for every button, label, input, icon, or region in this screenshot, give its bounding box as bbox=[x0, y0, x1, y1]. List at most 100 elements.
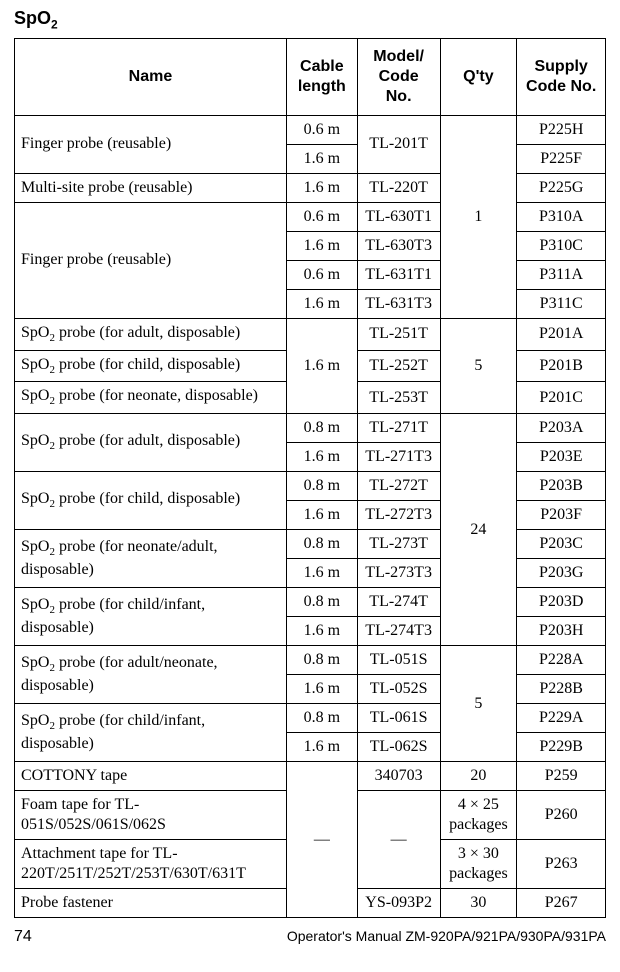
table-body: Finger probe (reusable) 0.6 m TL-201T 1 … bbox=[15, 115, 606, 918]
spo2-prefix: SpO bbox=[21, 654, 49, 671]
spo2-suffix: probe (for adult, disposable) bbox=[55, 432, 240, 449]
table-row: SpO2 probe (for child/infant, disposable… bbox=[15, 588, 606, 617]
cell-model: 340703 bbox=[357, 762, 440, 791]
cell-supply: P225G bbox=[517, 173, 606, 202]
cell-model: TL-051S bbox=[357, 646, 440, 675]
spec-table: Name Cable length Model/ Code No. Q'ty S… bbox=[14, 38, 606, 919]
cell-cable: 0.8 m bbox=[286, 530, 357, 559]
cell-model: TL-630T3 bbox=[357, 231, 440, 260]
cell-cable: 0.6 m bbox=[286, 202, 357, 231]
cell-name: Finger probe (reusable) bbox=[15, 202, 287, 318]
table-row: SpO2 probe (for child, disposable) 0.8 m… bbox=[15, 472, 606, 501]
cell-model: TL-251T bbox=[357, 318, 440, 350]
cell-name: Foam tape for TL-051S/052S/061S/062S bbox=[15, 791, 287, 840]
cell-supply: P203F bbox=[517, 501, 606, 530]
cell-qty: 5 bbox=[440, 646, 517, 762]
spo2-suffix: probe (for child, disposable) bbox=[55, 490, 240, 507]
cell-name: SpO2 probe (for adult, disposable) bbox=[15, 414, 287, 472]
cell-name: Attachment tape for TL-220T/251T/252T/25… bbox=[15, 840, 287, 889]
cell-qty: 1 bbox=[440, 115, 517, 318]
cell-supply: P203H bbox=[517, 617, 606, 646]
cell-model: TL-062S bbox=[357, 733, 440, 762]
cell-name: SpO2 probe (for child/infant, disposable… bbox=[15, 704, 287, 762]
cell-model: — bbox=[357, 791, 440, 889]
spo2-suffix: probe (for child, disposable) bbox=[55, 356, 240, 373]
cell-supply: P203G bbox=[517, 559, 606, 588]
cell-supply: P203C bbox=[517, 530, 606, 559]
cell-cable: 1.6 m bbox=[286, 443, 357, 472]
cell-qty: 30 bbox=[440, 889, 517, 918]
footer-text: Operator's Manual ZM-920PA/921PA/930PA/9… bbox=[287, 928, 606, 944]
table-row: SpO2 probe (for child/infant, disposable… bbox=[15, 704, 606, 733]
cell-cable: — bbox=[286, 762, 357, 918]
cell-supply: P259 bbox=[517, 762, 606, 791]
col-qty: Q'ty bbox=[440, 38, 517, 115]
cell-model: TL-274T bbox=[357, 588, 440, 617]
cell-model: TL-630T1 bbox=[357, 202, 440, 231]
cell-model: TL-253T bbox=[357, 382, 440, 414]
cell-supply: P201A bbox=[517, 318, 606, 350]
spo2-suffix: probe (for neonate, disposable) bbox=[55, 387, 258, 404]
cell-name: COTTONY tape bbox=[15, 762, 287, 791]
cell-supply: P311A bbox=[517, 260, 606, 289]
cell-qty: 24 bbox=[440, 414, 517, 646]
cell-cable: 1.6 m bbox=[286, 559, 357, 588]
table-row: Multi-site probe (reusable) 1.6 m TL-220… bbox=[15, 173, 606, 202]
cell-model: TL-272T bbox=[357, 472, 440, 501]
cell-model: TL-631T3 bbox=[357, 289, 440, 318]
table-row: SpO2 probe (for neonate/adult, disposabl… bbox=[15, 530, 606, 559]
cell-supply: P203B bbox=[517, 472, 606, 501]
cell-cable: 1.6 m bbox=[286, 173, 357, 202]
section-heading: SpO2 bbox=[14, 8, 606, 32]
spo2-prefix: SpO bbox=[21, 432, 49, 449]
cell-supply: P203E bbox=[517, 443, 606, 472]
table-head: Name Cable length Model/ Code No. Q'ty S… bbox=[15, 38, 606, 115]
cell-supply: P229B bbox=[517, 733, 606, 762]
cell-model: TL-220T bbox=[357, 173, 440, 202]
cell-supply: P225H bbox=[517, 115, 606, 144]
cell-cable: 1.6 m bbox=[286, 501, 357, 530]
cell-model: TL-271T bbox=[357, 414, 440, 443]
page-number: 74 bbox=[14, 928, 32, 946]
cell-supply: P311C bbox=[517, 289, 606, 318]
cell-cable: 0.6 m bbox=[286, 115, 357, 144]
cell-qty: 3 × 30 packages bbox=[440, 840, 517, 889]
col-name: Name bbox=[15, 38, 287, 115]
cell-supply: P263 bbox=[517, 840, 606, 889]
cell-supply: P201C bbox=[517, 382, 606, 414]
cell-model: TL-201T bbox=[357, 115, 440, 173]
cell-model: TL-052S bbox=[357, 675, 440, 704]
cell-model: TL-631T1 bbox=[357, 260, 440, 289]
cell-cable: 1.6 m bbox=[286, 675, 357, 704]
cell-qty: 20 bbox=[440, 762, 517, 791]
cell-cable: 1.6 m bbox=[286, 289, 357, 318]
cell-model: YS-093P2 bbox=[357, 889, 440, 918]
cell-model: TL-272T3 bbox=[357, 501, 440, 530]
cell-qty: 5 bbox=[440, 318, 517, 414]
spo2-prefix: SpO bbox=[21, 324, 49, 341]
spo2-prefix: SpO bbox=[21, 596, 49, 613]
table-row: COTTONY tape — 340703 20 P259 bbox=[15, 762, 606, 791]
cell-supply: P310C bbox=[517, 231, 606, 260]
spo2-prefix: SpO bbox=[21, 712, 49, 729]
cell-name: SpO2 probe (for child/infant, disposable… bbox=[15, 588, 287, 646]
heading-text: SpO bbox=[14, 8, 51, 28]
col-model: Model/ Code No. bbox=[357, 38, 440, 115]
cell-name: SpO2 probe (for neonate/adult, disposabl… bbox=[15, 530, 287, 588]
spo2-suffix: probe (for adult, disposable) bbox=[55, 324, 240, 341]
cell-name: SpO2 probe (for adult, disposable) bbox=[15, 318, 287, 350]
cell-supply: P310A bbox=[517, 202, 606, 231]
cell-cable: 1.6 m bbox=[286, 318, 357, 414]
cell-cable: 0.6 m bbox=[286, 260, 357, 289]
cell-cable: 1.6 m bbox=[286, 617, 357, 646]
cell-cable: 0.8 m bbox=[286, 472, 357, 501]
cell-model: TL-274T3 bbox=[357, 617, 440, 646]
cell-name: Multi-site probe (reusable) bbox=[15, 173, 287, 202]
table-row: Finger probe (reusable) 0.6 m TL-630T1 P… bbox=[15, 202, 606, 231]
cell-supply: P267 bbox=[517, 889, 606, 918]
spo2-prefix: SpO bbox=[21, 538, 49, 555]
cell-supply: P201B bbox=[517, 350, 606, 382]
table-header-row: Name Cable length Model/ Code No. Q'ty S… bbox=[15, 38, 606, 115]
table-row: SpO2 probe (for adult, disposable) 1.6 m… bbox=[15, 318, 606, 350]
cell-supply: P228B bbox=[517, 675, 606, 704]
